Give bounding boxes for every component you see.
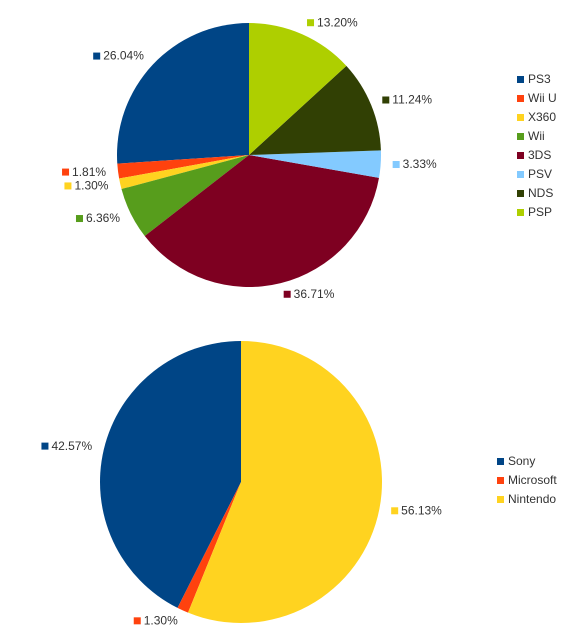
pie-slice [117, 155, 249, 179]
legend-label: 3DS [528, 148, 551, 162]
legend-swatch [517, 171, 524, 178]
value-label: 6.36% [86, 211, 120, 225]
value-label: 36.71% [294, 287, 335, 301]
label-marker [283, 290, 291, 298]
legend-label: PSP [528, 205, 552, 219]
legend-swatch [517, 76, 524, 83]
legend-label: Microsoft [508, 473, 557, 487]
pie-slice [177, 482, 241, 613]
legend-label: Wii [528, 129, 545, 143]
pie-slice [249, 150, 382, 178]
value-label: 1.30% [74, 179, 108, 193]
label-marker [391, 507, 399, 515]
legend-swatch [517, 209, 524, 216]
label-marker [382, 96, 390, 104]
pie-slice [249, 22, 347, 155]
value-label: 1.81% [72, 165, 106, 179]
label-marker [64, 182, 72, 190]
legend-swatch [497, 477, 504, 484]
label-marker [307, 19, 315, 27]
value-label: 26.04% [103, 49, 144, 63]
pie-slice [121, 155, 249, 236]
value-label: 1.30% [144, 613, 178, 627]
legend-swatch [517, 114, 524, 121]
value-label: 11.24% [392, 93, 432, 107]
pie-slice [116, 23, 249, 164]
pie-slice [188, 341, 382, 623]
legend-label: X360 [528, 110, 556, 124]
legend-swatch [517, 133, 524, 140]
label-marker [93, 52, 101, 60]
legend-swatch [497, 496, 504, 503]
label-marker [75, 215, 83, 223]
legend-label: Nintendo [508, 492, 556, 506]
value-label: 56.13% [401, 503, 442, 517]
legend-label: NDS [528, 186, 553, 200]
label-marker [392, 161, 400, 169]
legend-swatch [517, 95, 524, 102]
legend-label: Sony [508, 454, 535, 468]
value-label: 13.20% [317, 15, 358, 29]
pie-slice [119, 155, 250, 190]
pie-slice [249, 65, 381, 155]
value-label: 42.57% [51, 439, 92, 453]
label-marker [62, 168, 70, 176]
value-label: 3.33% [403, 157, 437, 171]
legend-label: PSV [528, 167, 552, 181]
label-marker [41, 442, 49, 450]
pie-slice [99, 341, 241, 608]
legend-label: PS3 [528, 72, 551, 86]
pie-slice [144, 155, 380, 288]
label-marker [133, 617, 141, 625]
legend-swatch [497, 458, 504, 465]
legend-label: Wii U [528, 91, 557, 105]
legend-swatch [517, 152, 524, 159]
legend-swatch [517, 190, 524, 197]
